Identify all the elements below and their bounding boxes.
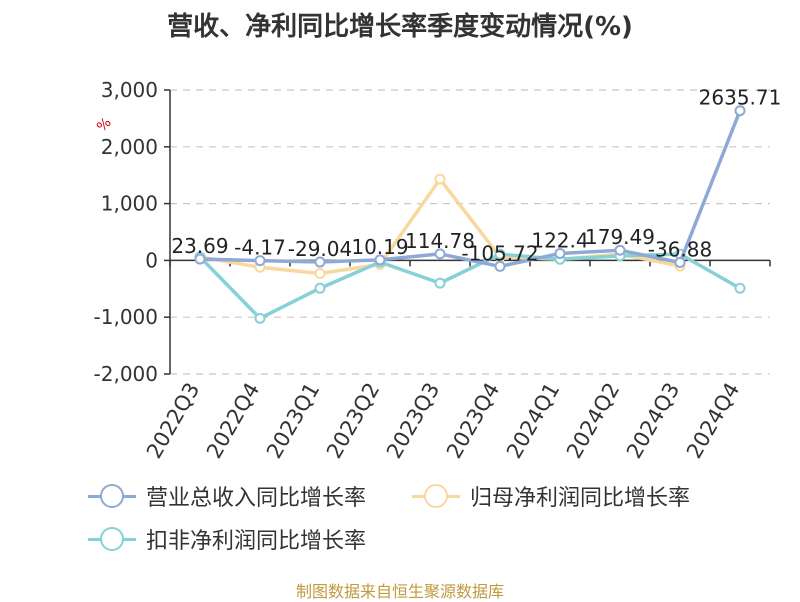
legend-label-net-profit: 归母净利润同比增长率 [470,486,691,511]
data-label: 23.69 [171,234,228,258]
legend-item-net-profit[interactable]: 归母净利润同比增长率 [412,480,690,512]
x-tick-label: 2023Q4 [442,379,504,463]
data-label: -36.88 [648,237,712,261]
x-tick-label: 2024Q3 [622,379,684,463]
legend-symbol-revenue [88,483,136,509]
y-tick-label: 1,000 [101,192,158,216]
legend-label-deducted-profit: 扣非净利润同比增长率 [146,529,367,554]
data-point [434,248,446,260]
legend-symbol-net-profit [412,483,460,509]
data-point [734,105,746,117]
y-tick-label: 0 [145,248,158,272]
series-line [199,110,742,269]
data-point [314,256,326,268]
legend-item-revenue[interactable]: 营业总收入同比增长率 [88,480,366,512]
legend-label-revenue: 营业总收入同比增长率 [146,486,367,511]
data-point [254,312,266,324]
data-point [494,260,506,272]
data-point [314,282,326,294]
data-label: -29.04 [288,237,352,261]
chart-title: 营收、净利同比增长率季度变动情况(%) [167,12,633,42]
data-point [614,244,626,256]
x-tick-label: 2023Q2 [322,379,384,463]
x-tick-label: 2023Q3 [382,379,444,463]
source-note: 制图数据来自恒生聚源数据库 [295,582,504,601]
legend-symbol-deducted-profit [88,526,136,552]
y-tick-label: 3,000 [101,78,158,102]
data-point [554,247,566,259]
data-point [494,248,506,260]
data-point [314,267,326,279]
data-label: -4.17 [234,236,286,260]
data-label: -105.72 [461,241,538,265]
legend-item-deducted-profit[interactable]: 扣非净利润同比增长率 [88,523,366,555]
data-label: 114.78 [405,229,475,253]
data-point [254,255,266,267]
x-tick-label: 2022Q4 [202,379,264,463]
data-point [194,253,206,265]
data-point [734,282,746,294]
y-tick-label: -2,000 [94,362,158,386]
x-tick-label: 2023Q1 [262,379,324,463]
data-point [674,256,686,268]
data-label: 179.49 [585,225,655,249]
data-label: 122.4 [531,228,588,252]
data-label: 10.19 [351,235,408,259]
data-point [374,254,386,266]
x-tick-label: 2022Q3 [142,379,204,463]
y-tick-label: -1,000 [94,305,158,329]
data-point [434,277,446,289]
data-point [434,173,446,185]
x-tick-label: 2024Q1 [502,379,564,463]
x-tick-label: 2024Q2 [562,379,624,463]
y-tick-label: 2,000 [101,135,158,159]
x-tick-label: 2024Q4 [682,379,744,463]
data-label: 2635.71 [699,86,782,110]
